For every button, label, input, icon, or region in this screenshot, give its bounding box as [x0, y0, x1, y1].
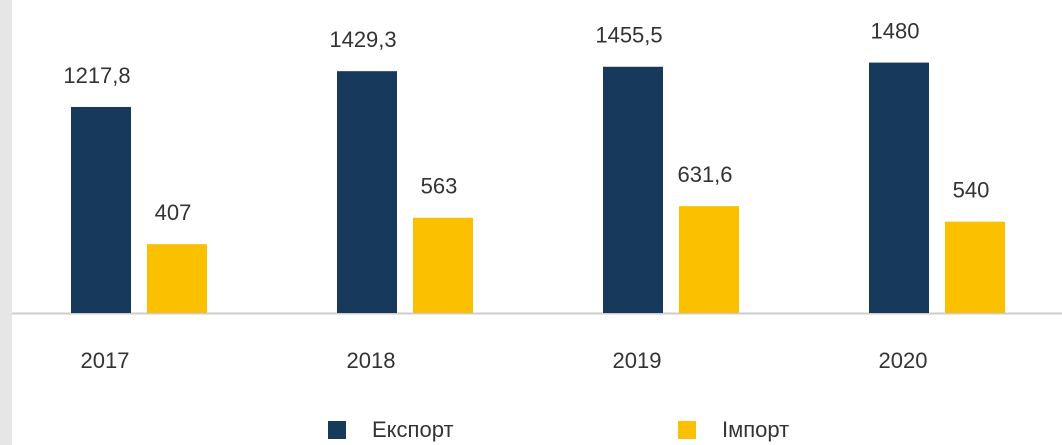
value-label: 1480: [871, 18, 920, 43]
bar: [147, 244, 207, 313]
legend-swatch: [328, 421, 346, 439]
value-label: 563: [421, 174, 458, 199]
value-label: 407: [155, 200, 192, 225]
x-tick-label: 2018: [347, 348, 396, 373]
bar: [337, 71, 397, 314]
value-label: 1217,8: [63, 63, 130, 88]
legend-label: Імпорт: [722, 417, 789, 442]
legend-label: Експорт: [372, 417, 454, 442]
side-strip: [0, 0, 12, 445]
x-tick-label: 2019: [613, 348, 662, 373]
bar: [679, 206, 739, 313]
value-label: 540: [953, 177, 990, 202]
bar: [413, 217, 473, 313]
bar: [869, 62, 929, 313]
value-label: 631,6: [677, 162, 732, 187]
bar: [945, 221, 1005, 313]
x-tick-label: 2020: [879, 348, 928, 373]
value-label: 1455,5: [595, 23, 662, 48]
legend-swatch: [678, 421, 696, 439]
bar: [603, 66, 663, 313]
value-label: 1429,3: [329, 27, 396, 52]
bar: [71, 106, 131, 314]
x-tick-label: 2017: [81, 348, 130, 373]
